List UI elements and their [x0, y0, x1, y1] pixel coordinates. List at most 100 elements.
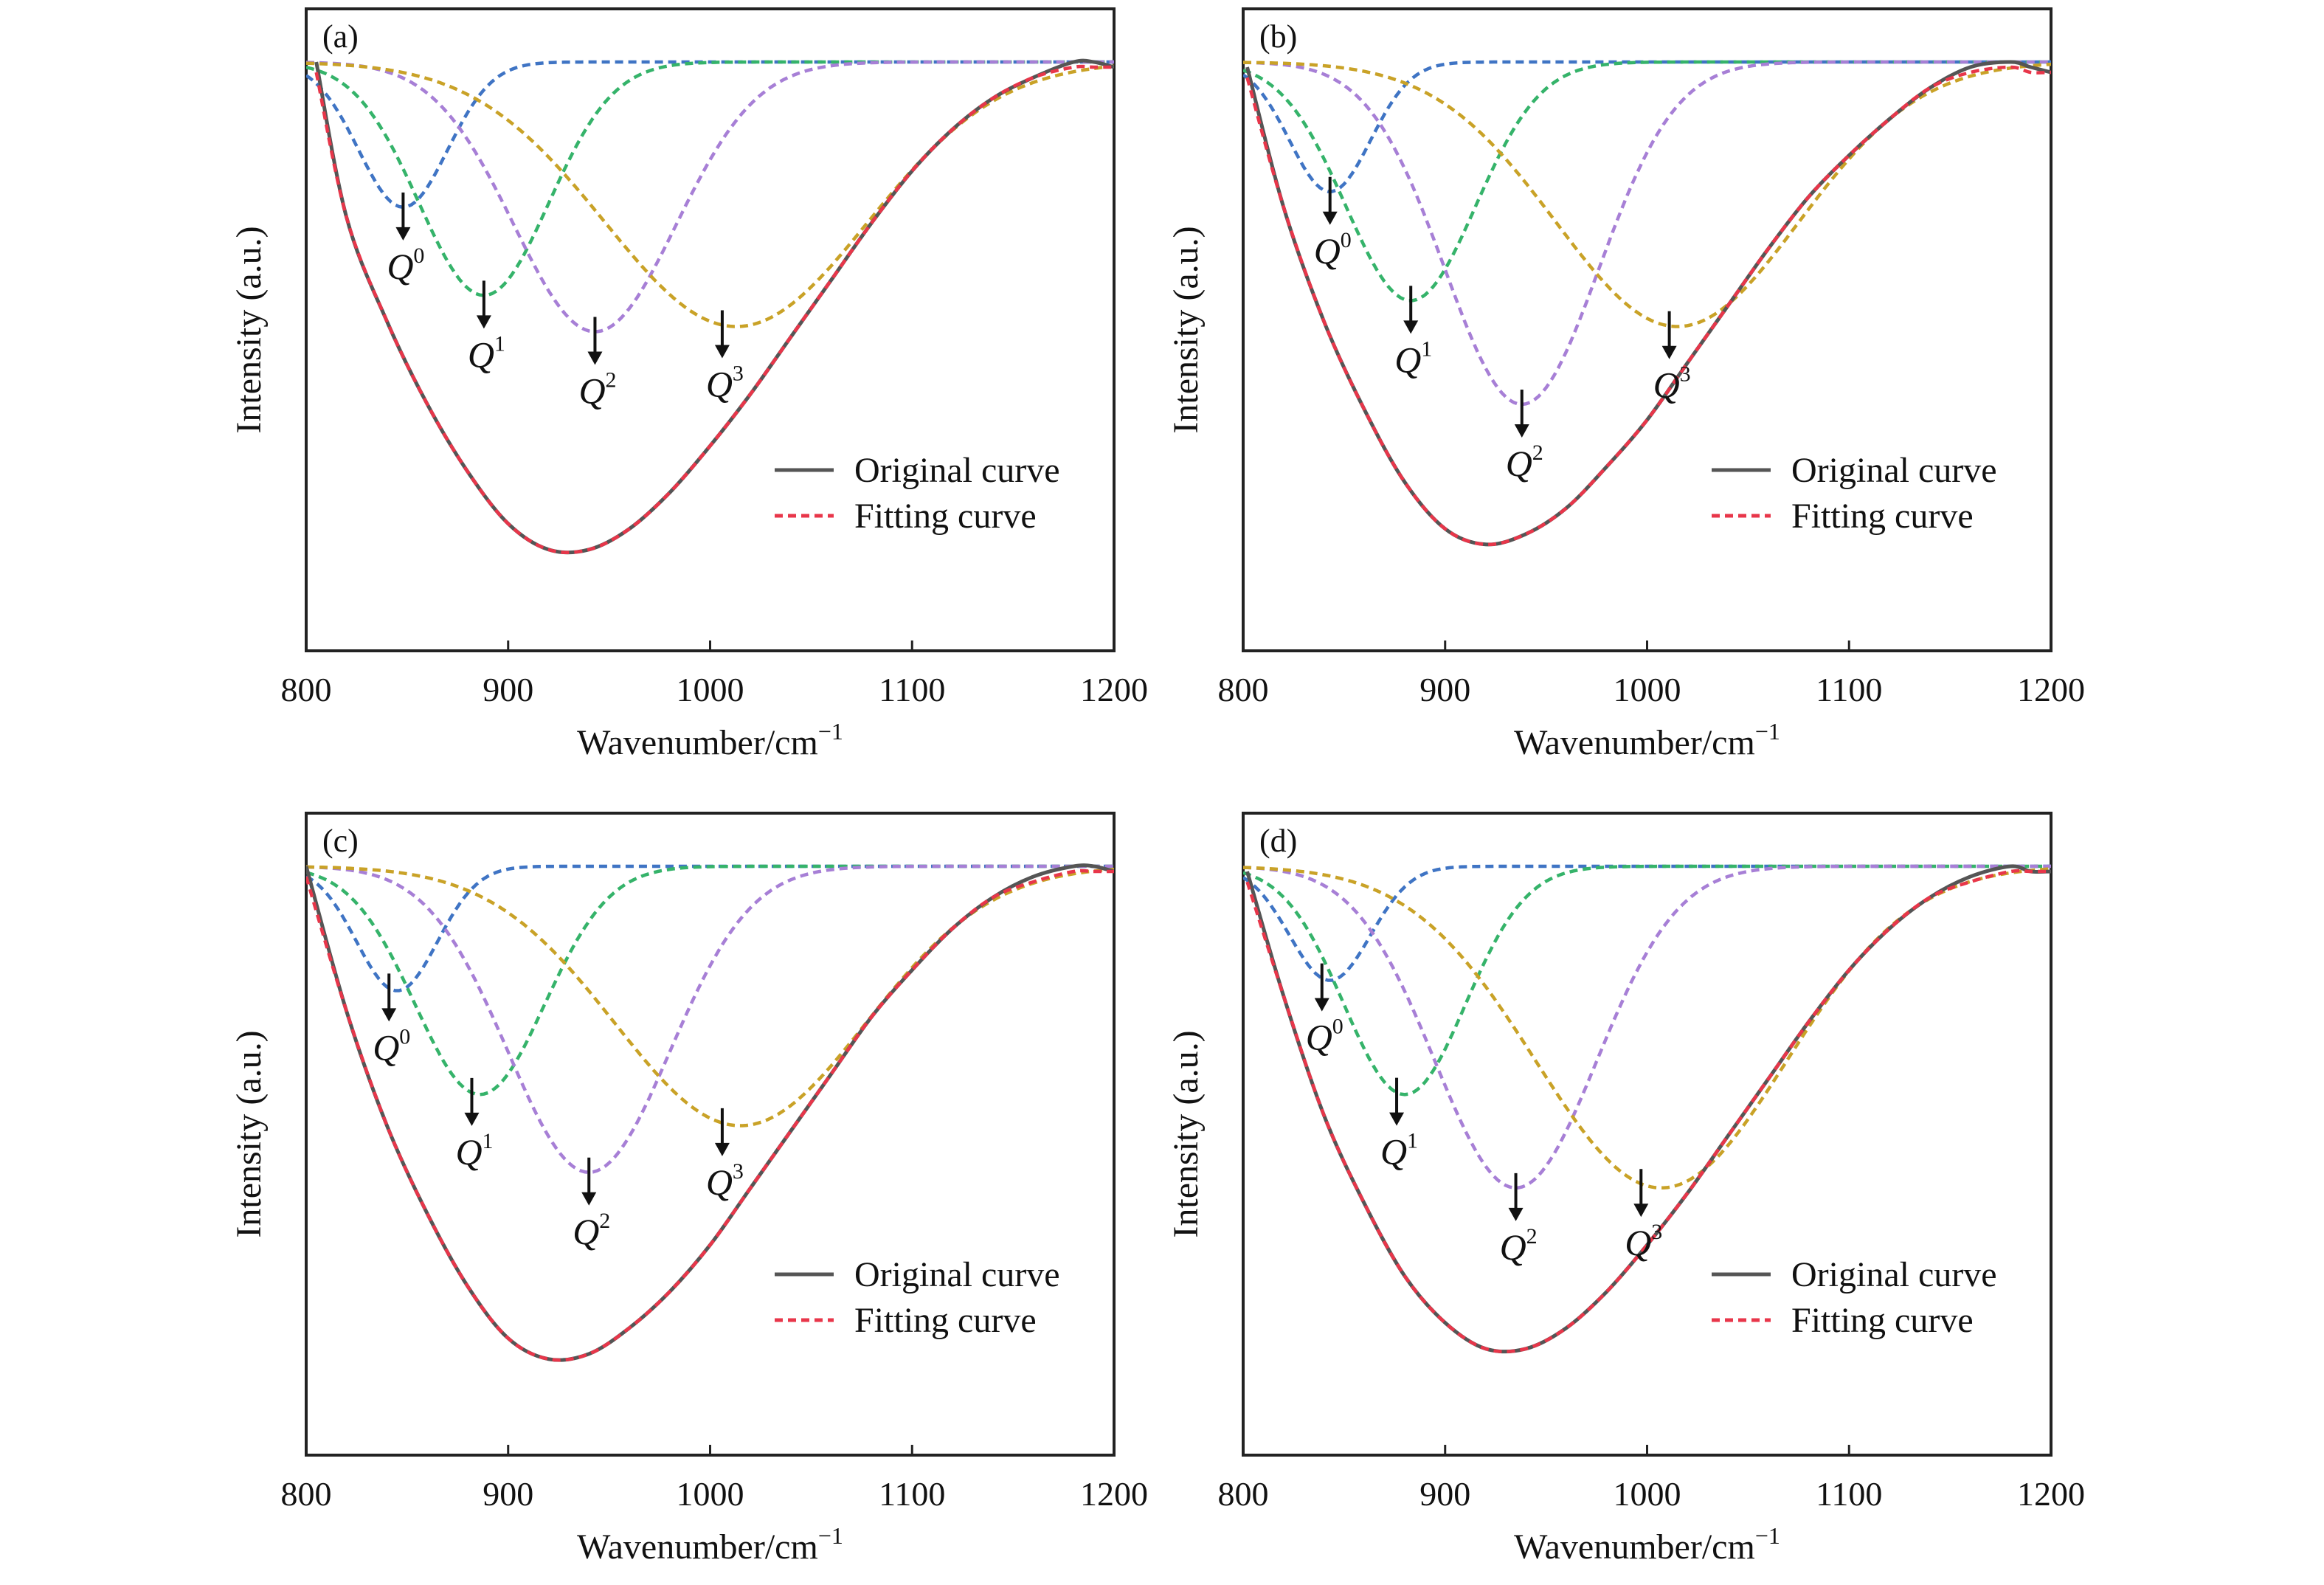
- q2-sup: 2: [605, 368, 616, 393]
- y-axis-label: Intensity (a.u.): [229, 1030, 269, 1237]
- arrowhead-icon: [395, 227, 411, 241]
- plot-area: [306, 863, 1114, 1362]
- q0-sup: 0: [1341, 228, 1352, 252]
- y-axis-label: Intensity (a.u.): [229, 226, 269, 433]
- x-tick-label: 900: [483, 671, 533, 708]
- x-axis-label: Wavenumber/cm−1: [1514, 718, 1780, 762]
- x-tick-label: 1200: [2017, 1475, 2085, 1513]
- x-tick-label: 1100: [879, 1475, 945, 1513]
- x-tick-label: 1200: [2017, 671, 2085, 708]
- legend-label-original: Original curve: [854, 451, 1060, 490]
- arrowhead-icon: [581, 1192, 597, 1206]
- q1-sup: 1: [1421, 336, 1432, 361]
- component-curve-q2: [1243, 60, 2051, 407]
- q0-label: Q: [1306, 1017, 1332, 1058]
- q1-label: Q: [468, 334, 494, 375]
- q3-label: Q: [1625, 1222, 1651, 1263]
- y-axis-label: Intensity (a.u.): [1166, 1030, 1206, 1237]
- component-curve-q0: [306, 864, 1114, 992]
- q2-sup: 2: [1526, 1224, 1538, 1249]
- q3-sup: 3: [1680, 362, 1691, 387]
- q0-sup: 0: [413, 244, 424, 268]
- x-tick-label: 800: [1218, 671, 1269, 708]
- x-axis-label-sup: −1: [1755, 1522, 1780, 1549]
- component-curve-q3: [1243, 866, 2051, 1190]
- arrowhead-icon: [1661, 345, 1677, 359]
- x-tick-label: 1100: [1816, 671, 1882, 708]
- q1-sup: 1: [1407, 1129, 1418, 1153]
- arrowhead-icon: [464, 1112, 480, 1126]
- series-fitting-curve: [1245, 869, 2051, 1353]
- x-tick-label: 900: [1419, 1475, 1470, 1513]
- q1-sup: 1: [482, 1129, 493, 1153]
- x-axis-label: Wavenumber/cm−1: [577, 718, 843, 762]
- x-tick-label: 1000: [677, 1475, 744, 1513]
- component-curve-q2: [1243, 864, 2051, 1189]
- legend: Original curve Fitting curve: [775, 1255, 1060, 1340]
- x-axis-label-sup: −1: [818, 1522, 843, 1549]
- q3-label: Q: [706, 1161, 733, 1203]
- component-curve-q3: [1243, 61, 2051, 328]
- x-tick-label: 900: [483, 1475, 533, 1513]
- q0-label: Q: [373, 1026, 399, 1068]
- legend-label-original: Original curve: [1791, 1255, 1997, 1294]
- y-axis-label: Intensity (a.u.): [1166, 226, 1206, 433]
- plot-area: [1243, 864, 2051, 1354]
- q2-label: Q: [578, 370, 605, 412]
- legend-label-original: Original curve: [1791, 451, 1997, 490]
- arrowhead-icon: [1508, 1207, 1524, 1221]
- plot-frame: [305, 7, 1116, 652]
- q1-sup: 1: [494, 331, 505, 356]
- q3-label: Q: [706, 363, 733, 404]
- arrowhead-icon: [1403, 320, 1419, 334]
- chart-panel-d: Q 0Q 1Q 2 Q 3(d)800 900 1000 1100 1200Wavenumber/…: [1166, 812, 2085, 1567]
- arrowhead-icon: [476, 315, 491, 329]
- q1-label: Q: [455, 1131, 482, 1173]
- q2-label: Q: [573, 1211, 599, 1252]
- component-curve-q2: [306, 864, 1114, 1175]
- legend: Original curve Fitting curve: [775, 451, 1060, 536]
- q3-sup: 3: [1651, 1220, 1662, 1244]
- arrowhead-icon: [1322, 211, 1338, 225]
- q0-sup: 0: [1332, 1015, 1343, 1039]
- q1-label: Q: [1394, 339, 1421, 380]
- component-curve-q2: [306, 60, 1114, 334]
- legend-label-fitting: Fitting curve: [1791, 1301, 1974, 1340]
- x-axis-label: Wavenumber/cm−1: [577, 1522, 843, 1567]
- q3-label: Q: [1653, 365, 1680, 406]
- x-tick-label: 1200: [1080, 1475, 1148, 1513]
- series-fitting-curve: [306, 869, 1114, 1362]
- q2-sup: 2: [1532, 441, 1543, 465]
- q0-label: Q: [1314, 230, 1341, 272]
- panel-label: (c): [322, 823, 359, 859]
- q3-sup: 3: [733, 361, 744, 385]
- plot-area: [306, 58, 1114, 555]
- x-tick-label: 1100: [879, 671, 945, 708]
- chart-panel-c: Q 0Q 1Q 2Q 3(c)800 900 1000 1100 1200Wavenumber/…: [229, 812, 1148, 1567]
- plot-frame: [1242, 812, 2052, 1457]
- chart-panel-b: Q 0Q 1Q 2Q 3(b)800 900 1000 1100 1200Wavenumber/…: [1166, 7, 2085, 762]
- panel-label: (a): [322, 18, 359, 55]
- q0-sup: 0: [399, 1024, 410, 1049]
- x-tick-label: 1000: [1614, 1475, 1681, 1513]
- legend-label-fitting: Fitting curve: [854, 1301, 1037, 1340]
- q2-label: Q: [1506, 443, 1532, 484]
- legend-label-fitting: Fitting curve: [854, 497, 1037, 536]
- panel-label: (b): [1259, 18, 1297, 55]
- arrowhead-icon: [1389, 1112, 1405, 1126]
- q0-label: Q: [387, 246, 413, 287]
- x-tick-label: 1000: [1614, 671, 1681, 708]
